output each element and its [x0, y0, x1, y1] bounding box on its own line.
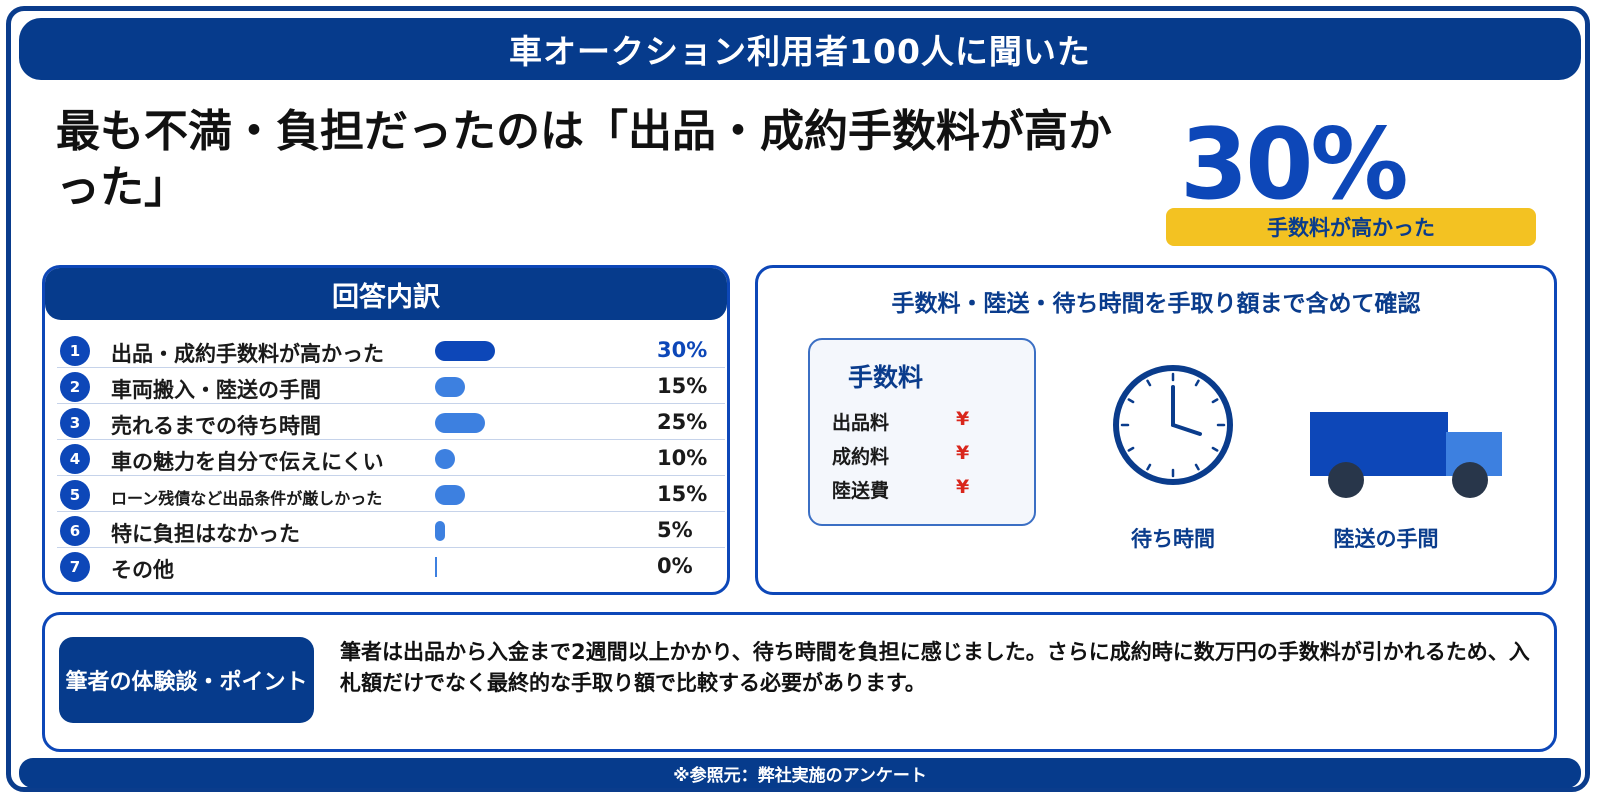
row-label: 特に負担はなかった	[111, 522, 300, 546]
point-badge-text: 筆者の体験談・ポイント	[65, 670, 308, 695]
fee-box: 手数料 出品料 ¥ 成約料 ¥ 陸送費 ¥	[808, 338, 1036, 526]
row-number: 1	[60, 336, 90, 366]
row-label: 車両搬入・陸送の手間	[111, 378, 321, 402]
truck-icon	[1310, 412, 1502, 498]
breakdown-row: 7 その他 0%	[57, 548, 725, 584]
row-value: 30%	[657, 338, 708, 362]
point-badge: 筆者の体験談・ポイント	[59, 637, 314, 723]
row-number: 5	[60, 480, 90, 510]
row-bar	[435, 377, 465, 397]
row-bar	[435, 521, 445, 541]
row-number: 2	[60, 372, 90, 402]
breakdown-panel: 回答内訳 1 出品・成約手数料が高かった 30% 2 車両搬入・陸送の手間 15% 3 売れる…	[42, 265, 730, 595]
row-value: 25%	[657, 410, 708, 434]
row-bar-track	[435, 377, 665, 397]
row-number: 7	[60, 552, 90, 582]
breakdown-rows: 1 出品・成約手数料が高かった 30% 2 車両搬入・陸送の手間 15% 3 売れるまでの待ち…	[57, 332, 725, 584]
clock-caption: 待ち時間	[1131, 527, 1215, 551]
fee-item-transport: 陸送費	[832, 480, 890, 502]
clock-icon	[1113, 365, 1233, 485]
banner-text: 車オークション利用者100人に聞いた	[509, 32, 1091, 71]
row-bar-track	[435, 521, 665, 541]
fee-yen-listing: ¥	[956, 408, 970, 430]
row-label: 売れるまでの待ち時間	[111, 414, 321, 438]
checklist-panel: 手数料・陸送・待ち時間を手取り額まで含めて確認 手数料 出品料 ¥ 成約料 ¥ …	[755, 265, 1557, 595]
row-bar-track	[435, 449, 665, 469]
fee-item-listing: 出品料	[832, 412, 890, 434]
row-value: 15%	[657, 482, 708, 506]
row-bar	[435, 557, 437, 577]
fee-item-contract: 成約料	[832, 446, 890, 468]
footer: ※参照元：弊社実施のアンケート	[19, 758, 1581, 788]
row-bar	[435, 413, 485, 433]
footer-text: ※参照元：弊社実施のアンケート	[673, 765, 927, 786]
hero-label: 手数料が高かった	[1166, 208, 1536, 246]
row-label: ローン残債など出品条件が厳しかった	[111, 489, 383, 508]
row-number: 6	[60, 516, 90, 546]
fee-yen-contract: ¥	[956, 442, 970, 464]
row-bar	[435, 449, 455, 469]
row-bar-track	[435, 413, 665, 433]
top-banner: 車オークション利用者100人に聞いた	[19, 18, 1581, 80]
row-label: その他	[111, 558, 174, 582]
breakdown-title: 回答内訳	[45, 268, 727, 320]
checklist-title: 手数料・陸送・待ち時間を手取り額まで含めて確認	[891, 291, 1421, 317]
row-value: 5%	[657, 518, 693, 542]
row-number: 3	[60, 408, 90, 438]
row-label: 車の魅力を自分で伝えにくい	[111, 450, 384, 474]
breakdown-row: 3 売れるまでの待ち時間 25%	[57, 404, 725, 440]
page-frame	[6, 6, 1590, 792]
hero-label-text: 手数料が高かった	[1267, 216, 1435, 240]
breakdown-row: 5 ローン残債など出品条件が厳しかった 15%	[57, 476, 725, 512]
point-panel: 筆者の体験談・ポイント 筆者は出品から入金まで2週間以上かかり、待ち時間を負担に…	[42, 612, 1557, 752]
row-label: 出品・成約手数料が高かった	[111, 342, 384, 366]
row-bar	[435, 485, 465, 505]
fee-title: 手数料	[848, 363, 924, 392]
breakdown-row: 2 車両搬入・陸送の手間 15%	[57, 368, 725, 404]
row-bar-track	[435, 341, 665, 361]
breakdown-row: 1 出品・成約手数料が高かった 30%	[57, 332, 725, 368]
hero-percentage: 30%	[1180, 108, 1409, 222]
truck-caption: 陸送の手間	[1333, 527, 1439, 551]
breakdown-row: 4 車の魅力を自分で伝えにくい 10%	[57, 440, 725, 476]
row-bar-track	[435, 557, 665, 577]
fee-yen-transport: ¥	[956, 476, 970, 498]
row-value: 0%	[657, 554, 693, 578]
breakdown-row: 6 特に負担はなかった 5%	[57, 512, 725, 548]
row-bar	[435, 341, 495, 361]
row-bar-track	[435, 485, 665, 505]
row-value: 15%	[657, 374, 708, 398]
point-text: 筆者は出品から入金まで2週間以上かかり、待ち時間を負担に感じました。さらに成約時…	[340, 640, 1530, 695]
breakdown-title-text: 回答内訳	[332, 281, 440, 313]
headline: 最も不満・負担だったのは「出品・成約手数料が高かった」	[56, 106, 1112, 213]
row-value: 10%	[657, 446, 708, 470]
row-number: 4	[60, 444, 90, 474]
